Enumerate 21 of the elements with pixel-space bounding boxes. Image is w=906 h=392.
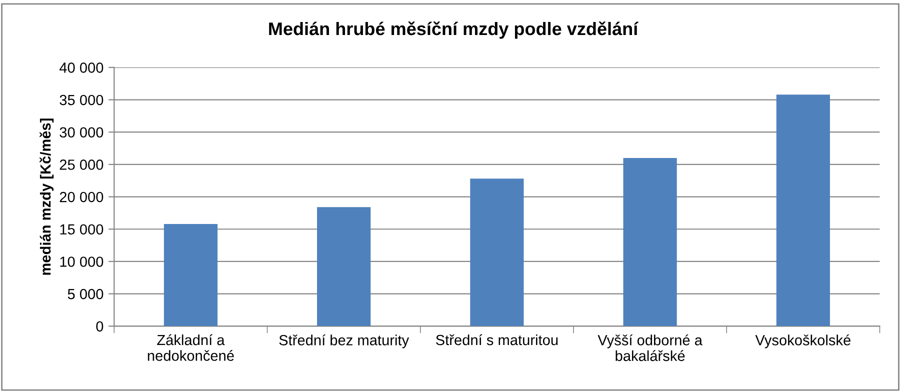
chart-title: Medián hrubé měsíční mzdy podle vzdělání bbox=[269, 22, 639, 39]
x-tick-label: Vysokoškolské bbox=[755, 334, 850, 348]
y-tick-label: 40 000 bbox=[59, 62, 104, 73]
y-tick-label: 20 000 bbox=[60, 192, 104, 202]
y-tick-label: 30 000 bbox=[60, 127, 104, 138]
y-tick-label: 25 000 bbox=[60, 160, 104, 170]
bar bbox=[623, 158, 677, 326]
x-tick-label: Vyšší odborné a bakalářské bbox=[598, 334, 702, 362]
y-tick-label: 0 bbox=[96, 321, 104, 332]
y-tick-label: 15 000 bbox=[60, 224, 104, 235]
y-axis-title: medián mzdy [Kč/měs] bbox=[40, 118, 54, 275]
x-tick-label: Střední s maturitou bbox=[436, 334, 558, 346]
y-tick-label: 5 000 bbox=[68, 288, 104, 300]
bar bbox=[470, 178, 524, 326]
bar bbox=[776, 94, 830, 326]
bar bbox=[164, 224, 218, 326]
y-tick-label: 35 000 bbox=[60, 94, 104, 106]
x-tick-label: Základní a nedokončené bbox=[148, 334, 234, 361]
x-tick-label: Střední bez maturity bbox=[279, 334, 410, 348]
bar bbox=[317, 207, 371, 326]
y-tick-label: 10 000 bbox=[60, 256, 104, 267]
